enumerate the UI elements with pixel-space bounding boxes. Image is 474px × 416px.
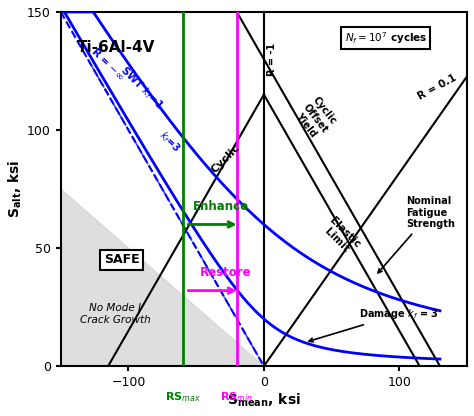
Text: $N_f = 10^7$ cycles: $N_f = 10^7$ cycles	[345, 30, 427, 46]
Text: RS$_{min}$: RS$_{min}$	[220, 390, 253, 404]
Text: Cyclic: Cyclic	[210, 142, 242, 175]
Text: SWT $k_f$=1: SWT $k_f$=1	[118, 63, 166, 112]
Text: $k_f$=3: $k_f$=3	[155, 128, 182, 155]
Text: Ti-6Al-4V: Ti-6Al-4V	[77, 40, 155, 55]
Text: R = $-\infty$: R = $-\infty$	[89, 45, 127, 83]
Text: SAFE: SAFE	[104, 253, 139, 266]
Text: Restore: Restore	[200, 266, 252, 279]
Text: RS$_{max}$: RS$_{max}$	[165, 390, 201, 404]
Text: Damage $k_f$ = 3: Damage $k_f$ = 3	[309, 307, 438, 342]
Text: No Mode I
Crack Growth: No Mode I Crack Growth	[80, 303, 150, 325]
Text: Elastic
Limit: Elastic Limit	[319, 215, 363, 258]
Text: Cyclic
Offset
Yield: Cyclic Offset Yield	[292, 95, 339, 142]
Text: Nominal
Fatigue
Strength: Nominal Fatigue Strength	[378, 196, 455, 273]
X-axis label: $\mathbf{S_{mean}}$, ksi: $\mathbf{S_{mean}}$, ksi	[227, 391, 301, 409]
Y-axis label: $\mathbf{S_{alt}}$, ksi: $\mathbf{S_{alt}}$, ksi	[7, 160, 24, 218]
Text: R = -1: R = -1	[267, 43, 277, 76]
Text: Enhance: Enhance	[192, 200, 248, 213]
Polygon shape	[61, 189, 264, 366]
Text: R = 0.1: R = 0.1	[416, 73, 458, 102]
